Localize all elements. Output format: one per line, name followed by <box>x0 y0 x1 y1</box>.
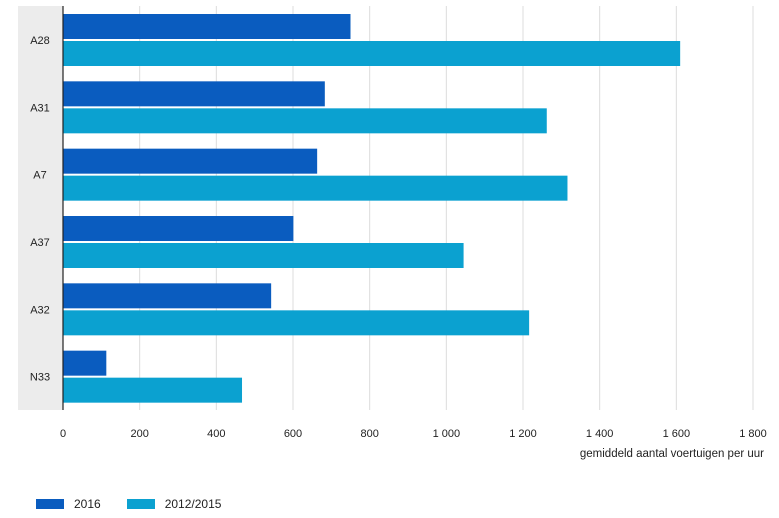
x-tick-label: 1 600 <box>663 428 691 440</box>
category-label-A28: A28 <box>30 35 50 47</box>
x-tick-label: 1 400 <box>586 428 614 440</box>
legend-swatch-2012-2015 <box>126 499 155 509</box>
bar-N33-2012-2015 <box>63 377 243 403</box>
category-label-A31: A31 <box>30 102 50 114</box>
category-label-A7: A7 <box>33 170 46 182</box>
bar-A7-2016 <box>63 148 318 174</box>
x-tick-label: 600 <box>284 428 302 440</box>
bar-A28-2012-2015 <box>63 41 681 66</box>
x-tick-label: 1 200 <box>509 428 537 440</box>
legend-item-2016: 2016 <box>36 497 101 511</box>
legend-swatch-2016 <box>36 499 64 509</box>
category-band <box>18 6 63 410</box>
x-tick-labels: 0 200 400 600 800 1 000 1 200 1 400 1 600 1 800 <box>60 428 767 440</box>
legend: 2016 2012/2015 <box>36 497 221 511</box>
bar-A7-2012-2015 <box>63 175 568 201</box>
bar-A32-2012-2015 <box>63 310 530 336</box>
bar-N33-2016 <box>63 350 107 376</box>
category-label-N33: N33 <box>30 372 50 384</box>
legend-label-2016: 2016 <box>74 497 101 511</box>
category-label-A32: A32 <box>30 304 50 316</box>
bar-A37-2012-2015 <box>63 243 464 268</box>
x-axis-label: gemiddeld aantal voertuigen per uur <box>580 448 764 460</box>
bar-A37-2016 <box>63 216 294 241</box>
bars <box>63 14 681 403</box>
bar-A31-2016 <box>63 81 325 107</box>
legend-label-2012-2015: 2012/2015 <box>164 497 222 511</box>
bar-A28-2016 <box>63 14 351 39</box>
x-tick-label: 800 <box>360 428 378 440</box>
gridlines <box>139 6 754 410</box>
x-tick-label: 1 800 <box>739 428 767 440</box>
x-tick-label: 200 <box>130 428 148 440</box>
x-tick-label: 1 000 <box>433 428 461 440</box>
x-tick-label: 0 <box>60 428 66 440</box>
bar-A32-2016 <box>63 283 272 309</box>
category-label-A37: A37 <box>30 237 50 249</box>
x-tick-label: 400 <box>207 428 225 440</box>
bar-A31-2012-2015 <box>63 108 547 134</box>
legend-item-2012-2015: 2012/2015 <box>126 497 222 511</box>
category-labels: A28 A31 A7 A37 A32 N33 <box>30 35 50 384</box>
